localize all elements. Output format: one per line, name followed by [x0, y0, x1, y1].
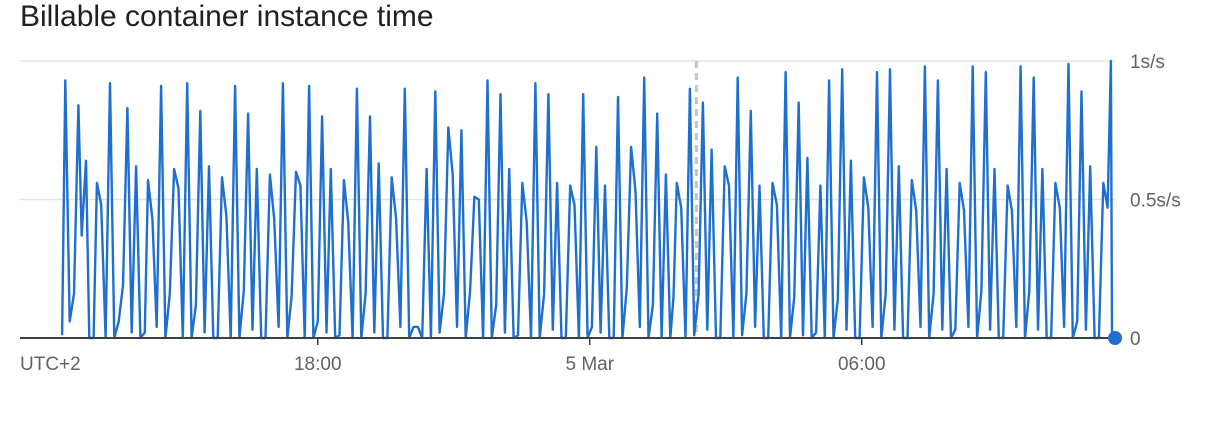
marker-layer[interactable]	[1108, 331, 1122, 345]
x-tick-label-3: 06:00	[838, 354, 886, 375]
y-tick-label-2: 0	[1130, 329, 1141, 350]
y-axis-labels: 1s/s 0.5s/s 0	[1130, 52, 1181, 350]
y-tick-label-1: 0.5s/s	[1130, 191, 1181, 212]
x-tick-label-1: 18:00	[294, 354, 342, 375]
y-tick-label-0: 1s/s	[1130, 52, 1165, 73]
chart-title: Billable container instance time	[20, 0, 434, 33]
x-axis-labels: UTC+2 18:00 5 Mar 06:00	[20, 338, 886, 375]
x-tick-label-2: 5 Mar	[565, 354, 614, 375]
current-value-marker[interactable]	[1108, 331, 1122, 345]
gridlines	[20, 60, 1115, 201]
x-tick-label-0: UTC+2	[20, 354, 81, 375]
